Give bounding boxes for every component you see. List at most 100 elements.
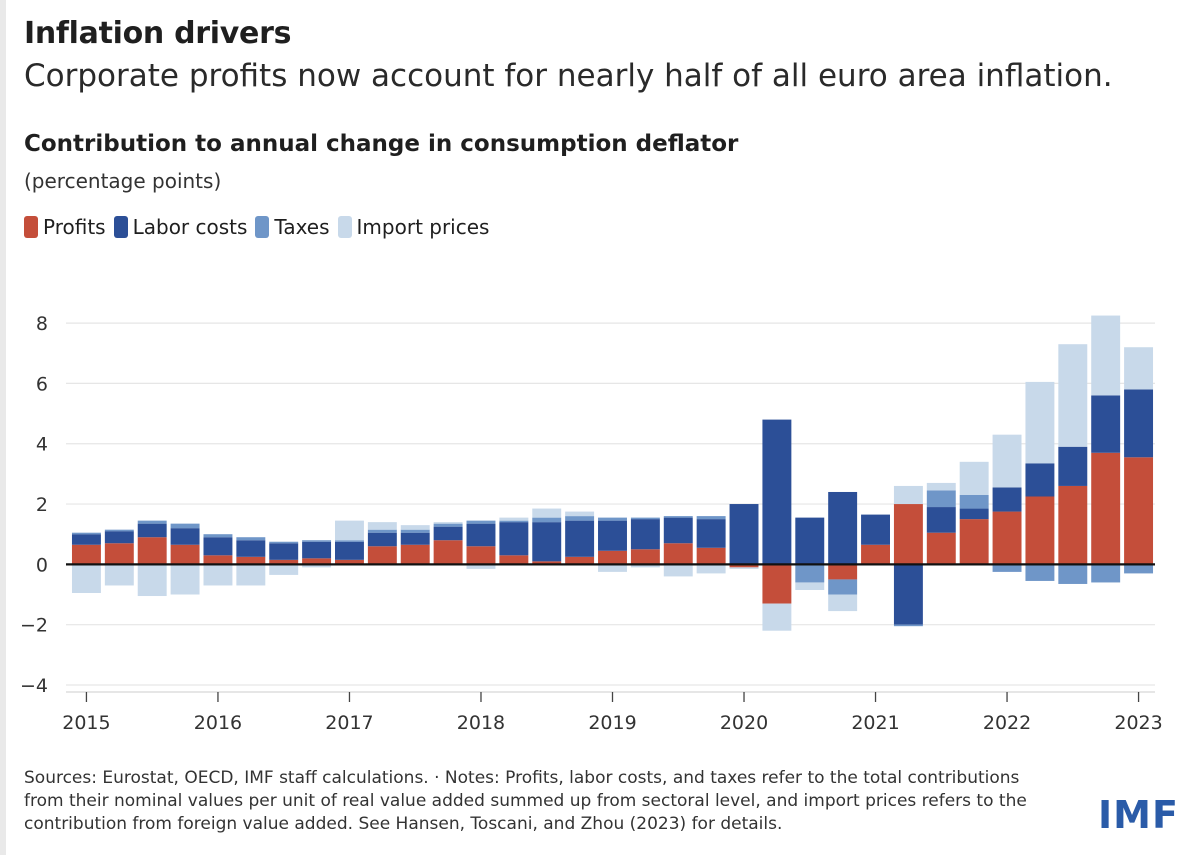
- y-tick-label: 2: [36, 494, 48, 516]
- bar-segment-profits: [367, 546, 397, 565]
- bar-segment-profits: [236, 556, 266, 565]
- bar-segment-import-prices: [466, 564, 496, 569]
- bar-segment-labor-costs: [565, 520, 595, 557]
- bar-segment-profits: [1091, 452, 1121, 565]
- bar-segment-labor-costs: [466, 523, 496, 547]
- footnote: Sources: Eurostat, OECD, IMF staff calcu…: [24, 768, 1027, 834]
- bar-segment-labor-costs: [630, 519, 660, 550]
- bar-segment-labor-costs: [663, 517, 693, 544]
- bar-segment-profits: [828, 564, 858, 580]
- x-tick-label: 2022: [983, 712, 1031, 734]
- page-title: Inflation drivers: [24, 16, 292, 51]
- y-tick-label: −4: [20, 675, 48, 697]
- bar-segment-import-prices: [170, 564, 200, 595]
- bar-segment-taxes: [795, 564, 825, 583]
- bar-segment-labor-costs: [302, 541, 332, 559]
- bar-segment-profits: [762, 564, 792, 604]
- bar-segment-negative-side-adjustments: [1058, 564, 1088, 584]
- bar-segment-profits: [71, 544, 101, 565]
- bar-segment-profits: [926, 532, 956, 565]
- page-subtitle: Corporate profits now account for nearly…: [24, 58, 1113, 94]
- bar-segment-profits: [137, 537, 167, 565]
- bar-segment-profits: [696, 547, 726, 565]
- bar-segment-taxes: [335, 540, 364, 542]
- bar-segment-labor-costs: [696, 519, 726, 548]
- legend-label-import-prices: Import prices: [356, 215, 490, 239]
- bar-segment-profits: [630, 549, 660, 565]
- bar-segment-taxes: [466, 520, 496, 524]
- bar-segment-import-prices: [1025, 381, 1055, 464]
- bar-segment-import-prices: [367, 522, 397, 530]
- bar-segment-labor-costs: [433, 526, 463, 541]
- chart-unit: (percentage points): [24, 169, 222, 193]
- x-tick-label: 2015: [62, 712, 110, 734]
- bar-segment-import-prices: [302, 564, 332, 568]
- x-tick-label: 2016: [194, 712, 242, 734]
- legend-label-profits: Profits: [43, 215, 106, 239]
- bar-segment-profits: [893, 504, 923, 565]
- bar-segment-taxes: [367, 529, 397, 533]
- bar-segment-negative-side-adjustments: [992, 564, 1022, 572]
- x-tick-label: 2018: [457, 712, 505, 734]
- bar-segment-profits: [992, 511, 1022, 565]
- bar-segment-labor-costs: [203, 537, 233, 556]
- bar-segment-import-prices: [335, 520, 364, 541]
- bar-segment-taxes: [499, 520, 529, 523]
- bar-segment-taxes: [565, 516, 595, 521]
- bar-segment-taxes: [269, 541, 299, 544]
- legend-item-import-prices: Import prices: [337, 215, 490, 239]
- bar-segment-negative-side-adjustments: [1124, 564, 1154, 574]
- bar-segment-profits: [104, 543, 134, 565]
- y-tick-label: 8: [36, 313, 48, 335]
- bar-segment-taxes: [433, 523, 463, 527]
- bar-segment-import-prices: [663, 564, 693, 577]
- bar-segment-import-prices: [532, 508, 562, 518]
- x-tick-label: 2021: [851, 712, 899, 734]
- bar-segment-import-prices: [828, 594, 858, 612]
- bar-segment-labor-costs: [1025, 463, 1055, 497]
- x-tick-label: 2019: [588, 712, 636, 734]
- bar-segment-labor-costs: [367, 532, 397, 547]
- bar-segment-negative-side-adjustments: [1025, 564, 1055, 581]
- bar-segment-profits: [433, 540, 463, 565]
- bar-segment-profits: [861, 544, 890, 565]
- bar-segment-taxes: [137, 520, 167, 524]
- bar-segment-profits: [499, 555, 529, 565]
- legend-swatch-taxes: [255, 216, 270, 238]
- bar-segment-import-prices: [400, 525, 430, 530]
- y-tick-label: 4: [36, 434, 48, 456]
- bar-segment-import-prices: [795, 582, 825, 590]
- bar-segment-labor-costs: [1124, 389, 1154, 458]
- bar-segment-import-prices: [696, 564, 726, 574]
- bar-segment-labor-costs: [269, 543, 299, 560]
- bar-segment-import-prices: [71, 564, 101, 594]
- bar-segment-profits: [532, 561, 562, 565]
- bar-segment-profits: [663, 543, 693, 565]
- bar-segment-taxes: [302, 540, 332, 542]
- bar-segment-labor-costs: [861, 514, 890, 545]
- bar-segment-labor-costs: [236, 540, 266, 557]
- bar-segment-profits: [335, 559, 364, 565]
- bar-segment-labor-costs: [762, 419, 792, 565]
- bar-segment-profits: [466, 546, 496, 565]
- bar-segment-taxes: [828, 579, 858, 595]
- bar-segment-labor-costs: [1091, 395, 1121, 453]
- bar-segment-taxes: [104, 529, 134, 532]
- bar-segment-labor-costs: [499, 522, 529, 556]
- legend-swatch-labor-costs: [113, 216, 128, 238]
- bar-segment-taxes: [663, 516, 693, 518]
- legend-swatch-profits: [24, 216, 38, 238]
- bar-segment-import-prices: [959, 461, 989, 495]
- bar-segment-labor-costs: [71, 534, 101, 545]
- bar-segment-taxes: [236, 537, 266, 541]
- bar-segment-import-prices: [992, 434, 1022, 488]
- bar-segment-import-prices: [893, 485, 923, 505]
- bar-segment-profits: [1124, 457, 1154, 565]
- bar-segment-taxes: [630, 517, 660, 520]
- bar-segment-taxes: [959, 494, 989, 509]
- bar-segment-labor-costs: [926, 507, 956, 533]
- bar-segment-import-prices: [269, 564, 299, 575]
- legend-item-labor-costs: Labor costs: [113, 215, 247, 239]
- bar-segment-taxes: [598, 517, 627, 521]
- y-tick-label: −2: [20, 615, 48, 637]
